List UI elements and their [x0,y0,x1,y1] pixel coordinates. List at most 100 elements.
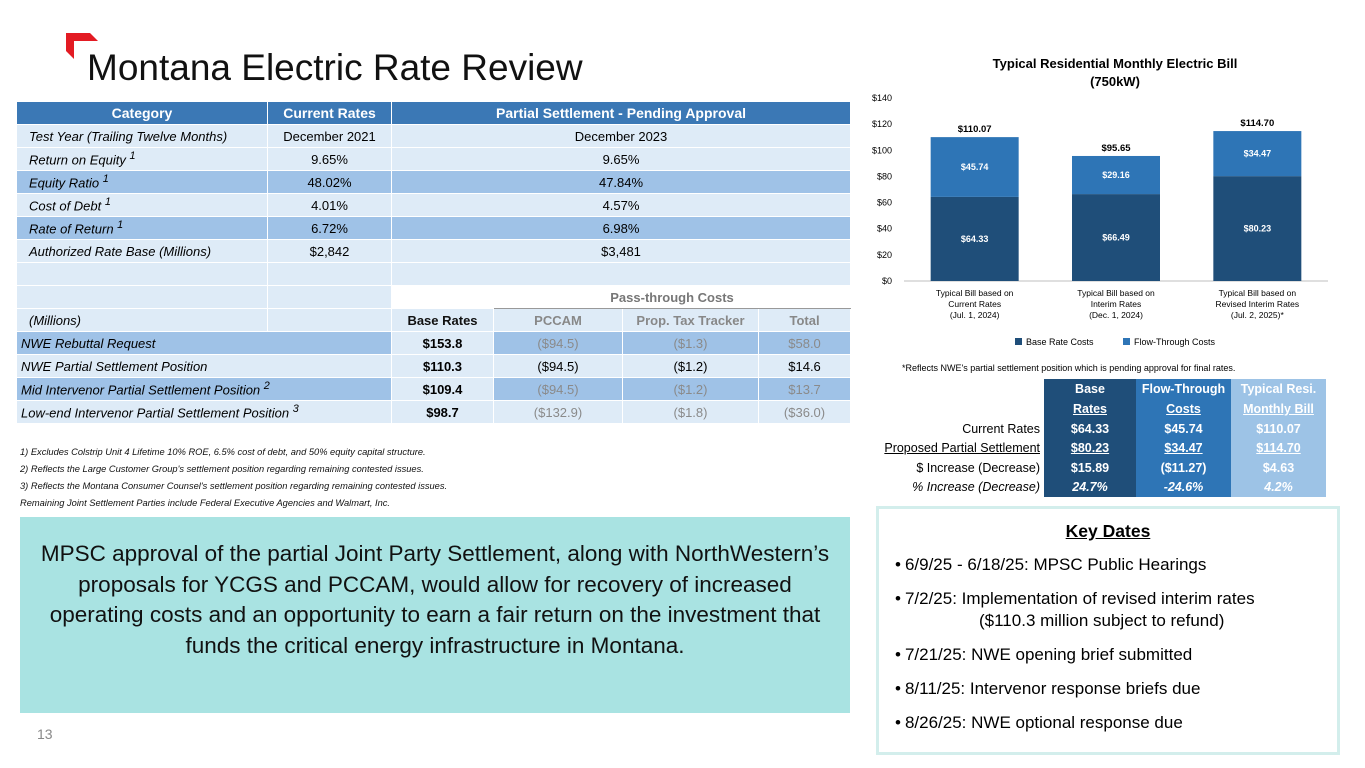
bill-base: $80.23 [1044,438,1136,458]
table-row: NWE Rebuttal Request $153.8 ($94.5) ($1.… [16,331,852,355]
row-current: 9.65% [267,147,392,171]
subheader-total: Total [757,308,852,332]
x-tick-label: Revised Interim Rates [1216,299,1300,309]
summary-callout: MPSC approval of the partial Joint Party… [20,517,850,713]
row-current: 48.02% [267,170,392,194]
bill-flow: $45.74 [1136,419,1231,439]
header-partial-settlement: Partial Settlement - Pending Approval [390,101,852,125]
bill-base: 24.7% [1044,477,1136,497]
position-label: NWE Partial Settlement Position [16,354,392,378]
bill-flow: $34.47 [1136,438,1231,458]
row-label: Test Year (Trailing Twelve Months) [16,124,268,148]
bill-header-flow-2: Costs [1136,399,1231,419]
position-total: $58.0 [757,331,852,355]
row-label: Cost of Debt 1 [16,193,268,217]
list-item: • 8/11/25: Intervenor response briefs due [895,679,1201,698]
footnote: Remaining Joint Settlement Parties inclu… [20,498,390,508]
bar-flow-through-costs [1072,155,1160,195]
chart-note: *Reflects NWE's partial settlement posit… [902,363,1235,373]
bill-row-label: $ Increase (Decrease) [916,460,1040,475]
row-label: Authorized Rate Base (Millions) [16,239,268,263]
page-title: Montana Electric Rate Review [87,47,583,88]
bill-row: % Increase (Decrease) 24.7% -24.6% 4.2% [870,477,1326,497]
sub-header-row: (Millions) Base Rates PCCAM Prop. Tax Tr… [16,308,852,332]
position-total: $13.7 [757,377,852,401]
x-tick-label: Typical Bill based on [1077,288,1155,298]
legend-label: Flow-Through Costs [1134,337,1216,347]
header-current-rates: Current Rates [267,101,392,125]
bill-comparison-table: Base Flow-Through Typical Resi. Rates Co… [870,379,1326,497]
position-prop: ($1.3) [622,331,759,355]
position-base: $110.3 [391,354,494,378]
residential-bill-chart: Typical Residential Monthly Electric Bil… [872,56,1328,373]
y-tick-label: $100 [872,145,892,155]
bill-header-base: Base [1044,379,1136,399]
position-prop: ($1.2) [622,354,759,378]
table-row: NWE Partial Settlement Position $110.3 (… [16,354,852,378]
position-pccam: ($132.9) [493,400,623,424]
bill-header-flow: Flow-Through [1136,379,1231,399]
bill-row: $ Increase (Decrease) $15.89 ($11.27) $4… [870,458,1326,478]
subheader-prop-tax: Prop. Tax Tracker [622,308,759,332]
x-tick-label: Current Rates [948,299,1001,309]
bar-data-label: $45.74 [961,162,989,172]
page-number: 13 [37,726,53,742]
table-row: Equity Ratio 1 48.02% 47.84% [16,170,852,194]
table-row: Authorized Rate Base (Millions) $2,842 $… [16,239,852,263]
bill-base: $15.89 [1044,458,1136,478]
bill-base: $64.33 [1044,419,1136,439]
table-row: Low-end Intervenor Partial Settlement Po… [16,400,852,424]
footnotes: 1) Excludes Colstrip Unit 4 Lifetime 10%… [20,444,447,512]
chart-subtitle: (750kW) [1090,74,1140,89]
subheader-base-rates: Base Rates [391,308,494,332]
position-prop: ($1.8) [622,400,759,424]
bill-header-row: Base Flow-Through Typical Resi. [870,379,1326,399]
y-tick-label: $0 [882,276,892,286]
key-dates-list: • 6/9/25 - 6/18/25: MPSC Public Hearings … [895,554,1255,746]
legend-swatch [1123,338,1130,345]
key-dates-title: Key Dates [1065,521,1151,541]
bar-total-label: $95.65 [1101,143,1131,154]
position-base: $98.7 [391,400,494,424]
table-row: Test Year (Trailing Twelve Months) Decem… [16,124,852,148]
bar-data-label: $66.49 [1102,233,1130,243]
bill-flow: ($11.27) [1136,458,1231,478]
chart-title: Typical Residential Monthly Electric Bil… [993,56,1238,71]
bill-row: Proposed Partial Settlement $80.23 $34.4… [870,438,1326,458]
bar-flow-through-costs [1213,131,1302,177]
row-partial: December 2023 [390,124,852,148]
bar-data-label: $80.23 [1244,224,1272,234]
position-base: $109.4 [391,377,494,401]
legend-swatch [1015,338,1022,345]
x-tick-label: (Jul. 1, 2024) [950,310,1000,320]
millions-label: (Millions) [16,308,268,332]
row-current: $2,842 [267,239,392,263]
table-header-row: Category Current Rates Partial Settlemen… [16,101,852,125]
pass-through-header-row: Pass-through Costs [16,285,852,309]
row-label: Rate of Return 1 [16,216,268,240]
bill-typical: $114.70 [1231,438,1326,458]
position-total: ($36.0) [757,400,852,424]
y-tick-label: $80 [877,171,892,181]
bill-header-typical-2: Monthly Bill [1231,399,1326,419]
list-item: • 8/26/25: NWE optional response due [895,713,1183,732]
row-partial: 47.84% [390,170,852,194]
row-current: 4.01% [267,193,392,217]
bill-header-base-2: Rates [1044,399,1136,419]
bar-flow-through-costs [930,137,1019,197]
row-current: December 2021 [267,124,392,148]
position-prop: ($1.2) [622,377,759,401]
position-label: Low-end Intervenor Partial Settlement Po… [16,400,392,424]
y-tick-label: $140 [872,93,892,103]
bill-row: Current Rates $64.33 $45.74 $110.07 [870,419,1326,439]
row-partial: 6.98% [390,216,852,240]
company-logo-mark [66,33,98,59]
row-partial: 4.57% [390,193,852,217]
bill-row-label: % Increase (Decrease) [912,480,1040,495]
pass-through-costs-label: Pass-through Costs [492,285,852,309]
bar-total-label: $110.07 [958,124,992,135]
table-row: Return on Equity 1 9.65% 9.65% [16,147,852,171]
row-label: Equity Ratio 1 [16,170,268,194]
bar-data-label: $34.47 [1244,149,1272,159]
position-base: $153.8 [391,331,494,355]
